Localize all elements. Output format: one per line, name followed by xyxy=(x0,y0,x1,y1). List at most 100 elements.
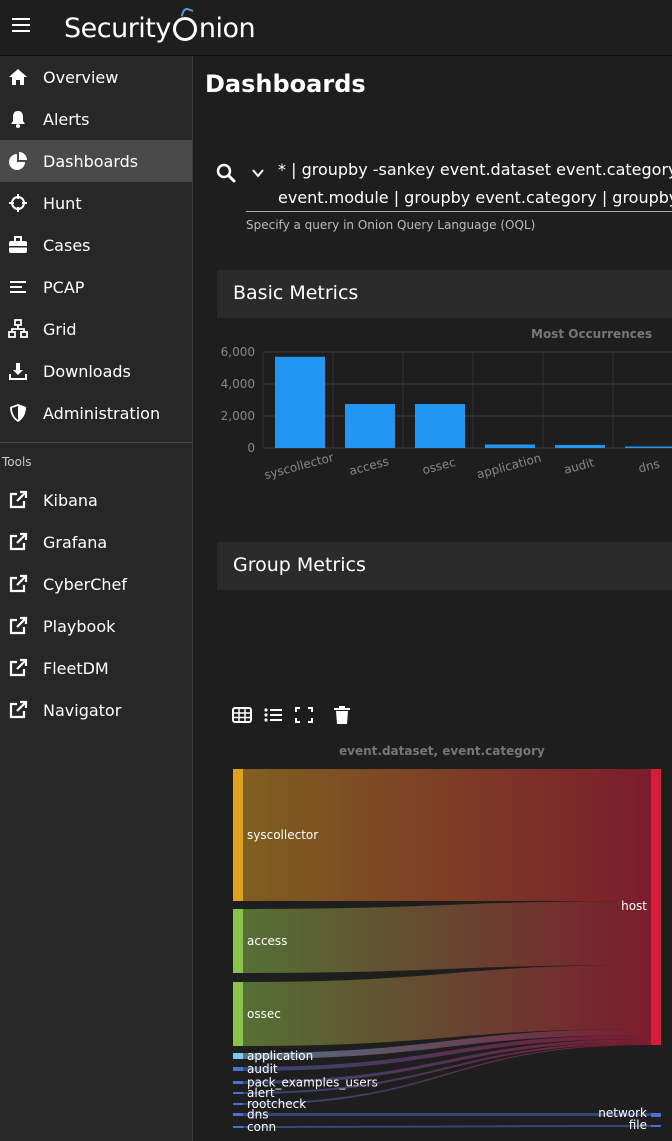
external-link-icon xyxy=(9,616,28,635)
sidebar-item-downloads[interactable]: Downloads xyxy=(0,350,192,392)
sidebar-item-grafana[interactable]: Grafana xyxy=(0,521,192,563)
fullscreen-icon[interactable] xyxy=(294,706,314,724)
bar-access[interactable] xyxy=(345,404,395,448)
sidebar-item-label: Grafana xyxy=(43,532,108,552)
query-input-line-2[interactable]: event.module | groupby event.category | … xyxy=(278,188,672,207)
sankey-source-label: ossec xyxy=(247,1007,281,1021)
sankey-node-file[interactable] xyxy=(651,1125,661,1127)
external-link-icon xyxy=(9,532,28,551)
sidebar-item-navigator[interactable]: Navigator xyxy=(0,689,192,731)
query-input-underline xyxy=(246,211,672,212)
group-metrics-title: Group Metrics xyxy=(233,554,366,576)
sankey-node-dns[interactable] xyxy=(233,1113,243,1116)
sidebar-item-pcap[interactable]: PCAP xyxy=(0,266,192,308)
list-view-icon[interactable] xyxy=(263,706,283,724)
sidebar-item-label: Grid xyxy=(43,319,77,339)
sankey-link-conn[interactable] xyxy=(243,1125,651,1128)
sankey-source-label: audit xyxy=(247,1062,278,1076)
page-title: Dashboards xyxy=(205,70,366,98)
x-tick-label: ossec xyxy=(421,455,457,477)
search-icon[interactable] xyxy=(216,163,236,183)
sankey-link-access[interactable] xyxy=(243,901,651,973)
sankey-source-label: syscollector xyxy=(247,828,318,842)
sidebar-item-playbook[interactable]: Playbook xyxy=(0,605,192,647)
sidebar-item-grid[interactable]: Grid xyxy=(0,308,192,350)
sidebar-item-label: Hunt xyxy=(43,193,82,213)
bar-chart-title: Most Occurrences xyxy=(531,327,653,341)
query-input-line-1[interactable]: * | groupby -sankey event.dataset event.… xyxy=(278,160,672,179)
bar-dns[interactable] xyxy=(625,446,672,449)
bar-audit[interactable] xyxy=(555,444,605,448)
bar-ossec[interactable] xyxy=(415,404,465,448)
list-icon xyxy=(10,281,26,293)
x-tick-label: dns xyxy=(637,457,661,476)
pie-chart-icon xyxy=(9,152,27,170)
x-tick-label: access xyxy=(348,454,391,478)
table-icon[interactable] xyxy=(232,706,252,724)
query-hint: Specify a query in Onion Query Language … xyxy=(246,218,536,232)
sankey-link-syscollector[interactable] xyxy=(243,769,651,901)
bar-application[interactable] xyxy=(485,444,535,448)
sankey-node-host[interactable] xyxy=(651,769,661,1045)
sidebar-item-cyberchef[interactable]: CyberChef xyxy=(0,563,192,605)
group-metrics-header: Group Metrics xyxy=(217,542,672,590)
sankey-link-pack_examples_users[interactable] xyxy=(243,1039,651,1084)
sankey-link-application[interactable] xyxy=(243,1029,651,1059)
sankey-node-audit[interactable] xyxy=(233,1067,243,1071)
download-icon xyxy=(9,363,27,380)
sankey-link-rootcheck[interactable] xyxy=(243,1044,651,1105)
y-tick-label: 6,000 xyxy=(221,345,255,359)
sidebar-item-alerts[interactable]: Alerts xyxy=(0,98,192,140)
y-tick-label: 0 xyxy=(247,441,255,455)
briefcase-icon xyxy=(9,236,27,253)
sidebar-item-administration[interactable]: Administration xyxy=(0,392,192,434)
sidebar-item-label: Alerts xyxy=(43,109,90,129)
home-icon xyxy=(9,69,27,85)
sankey-link-alert[interactable] xyxy=(243,1042,651,1094)
menu-icon[interactable] xyxy=(12,18,30,32)
external-link-icon xyxy=(9,574,28,593)
sidebar-item-label: Downloads xyxy=(43,361,131,381)
sankey-node-application[interactable] xyxy=(233,1053,243,1059)
sankey-source-label: rootcheck xyxy=(247,1097,306,1111)
bar-syscollector[interactable] xyxy=(275,356,325,448)
sankey-link-ossec[interactable] xyxy=(243,965,651,1046)
sidebar-item-kibana[interactable]: Kibana xyxy=(0,479,192,521)
sankey-title: event.dataset, event.category xyxy=(339,744,545,758)
sankey-node-ossec[interactable] xyxy=(233,982,243,1046)
sankey-node-alert[interactable] xyxy=(233,1092,243,1094)
top-app-bar: Security nion xyxy=(0,0,672,56)
shield-icon xyxy=(10,404,26,422)
sankey-source-label: application xyxy=(247,1049,313,1063)
sidebar-item-label: Navigator xyxy=(43,700,122,720)
external-link-icon xyxy=(9,700,28,719)
sidebar-item-overview[interactable]: Overview xyxy=(0,56,192,98)
sidebar-item-label: Overview xyxy=(43,67,119,87)
sankey-node-access[interactable] xyxy=(233,909,243,973)
sankey-node-rootcheck[interactable] xyxy=(233,1103,243,1105)
sidebar-item-hunt[interactable]: Hunt xyxy=(0,182,192,224)
sankey-node-pack_examples_users[interactable] xyxy=(233,1081,243,1084)
sankey-node-network[interactable] xyxy=(651,1113,661,1117)
sankey-target-label: host xyxy=(621,899,647,913)
sidebar-divider xyxy=(0,442,192,443)
sankey-target-label: network xyxy=(598,1106,647,1120)
sankey-link-dns[interactable] xyxy=(243,1113,651,1116)
sankey-source-label: alert xyxy=(247,1086,275,1100)
sankey-node-syscollector[interactable] xyxy=(233,769,243,901)
chevron-down-icon[interactable] xyxy=(251,168,265,178)
sankey-source-label: pack_examples_users xyxy=(247,1076,378,1090)
sitemap-icon xyxy=(8,319,28,338)
sankey-link-audit[interactable] xyxy=(243,1035,651,1071)
sankey-node-conn[interactable] xyxy=(233,1126,243,1128)
external-link-icon xyxy=(9,490,28,509)
trash-icon[interactable] xyxy=(332,706,352,724)
sidebar-item-dashboards[interactable]: Dashboards xyxy=(0,140,192,182)
x-tick-label: audit xyxy=(562,455,595,477)
basic-metrics-header: Basic Metrics xyxy=(217,270,672,318)
brand-logo[interactable]: Security nion xyxy=(64,12,256,44)
y-tick-label: 4,000 xyxy=(221,377,255,391)
sidebar-item-cases[interactable]: Cases xyxy=(0,224,192,266)
sidebar-item-label: Dashboards xyxy=(43,151,139,171)
sidebar-item-fleetdm[interactable]: FleetDM xyxy=(0,647,192,689)
